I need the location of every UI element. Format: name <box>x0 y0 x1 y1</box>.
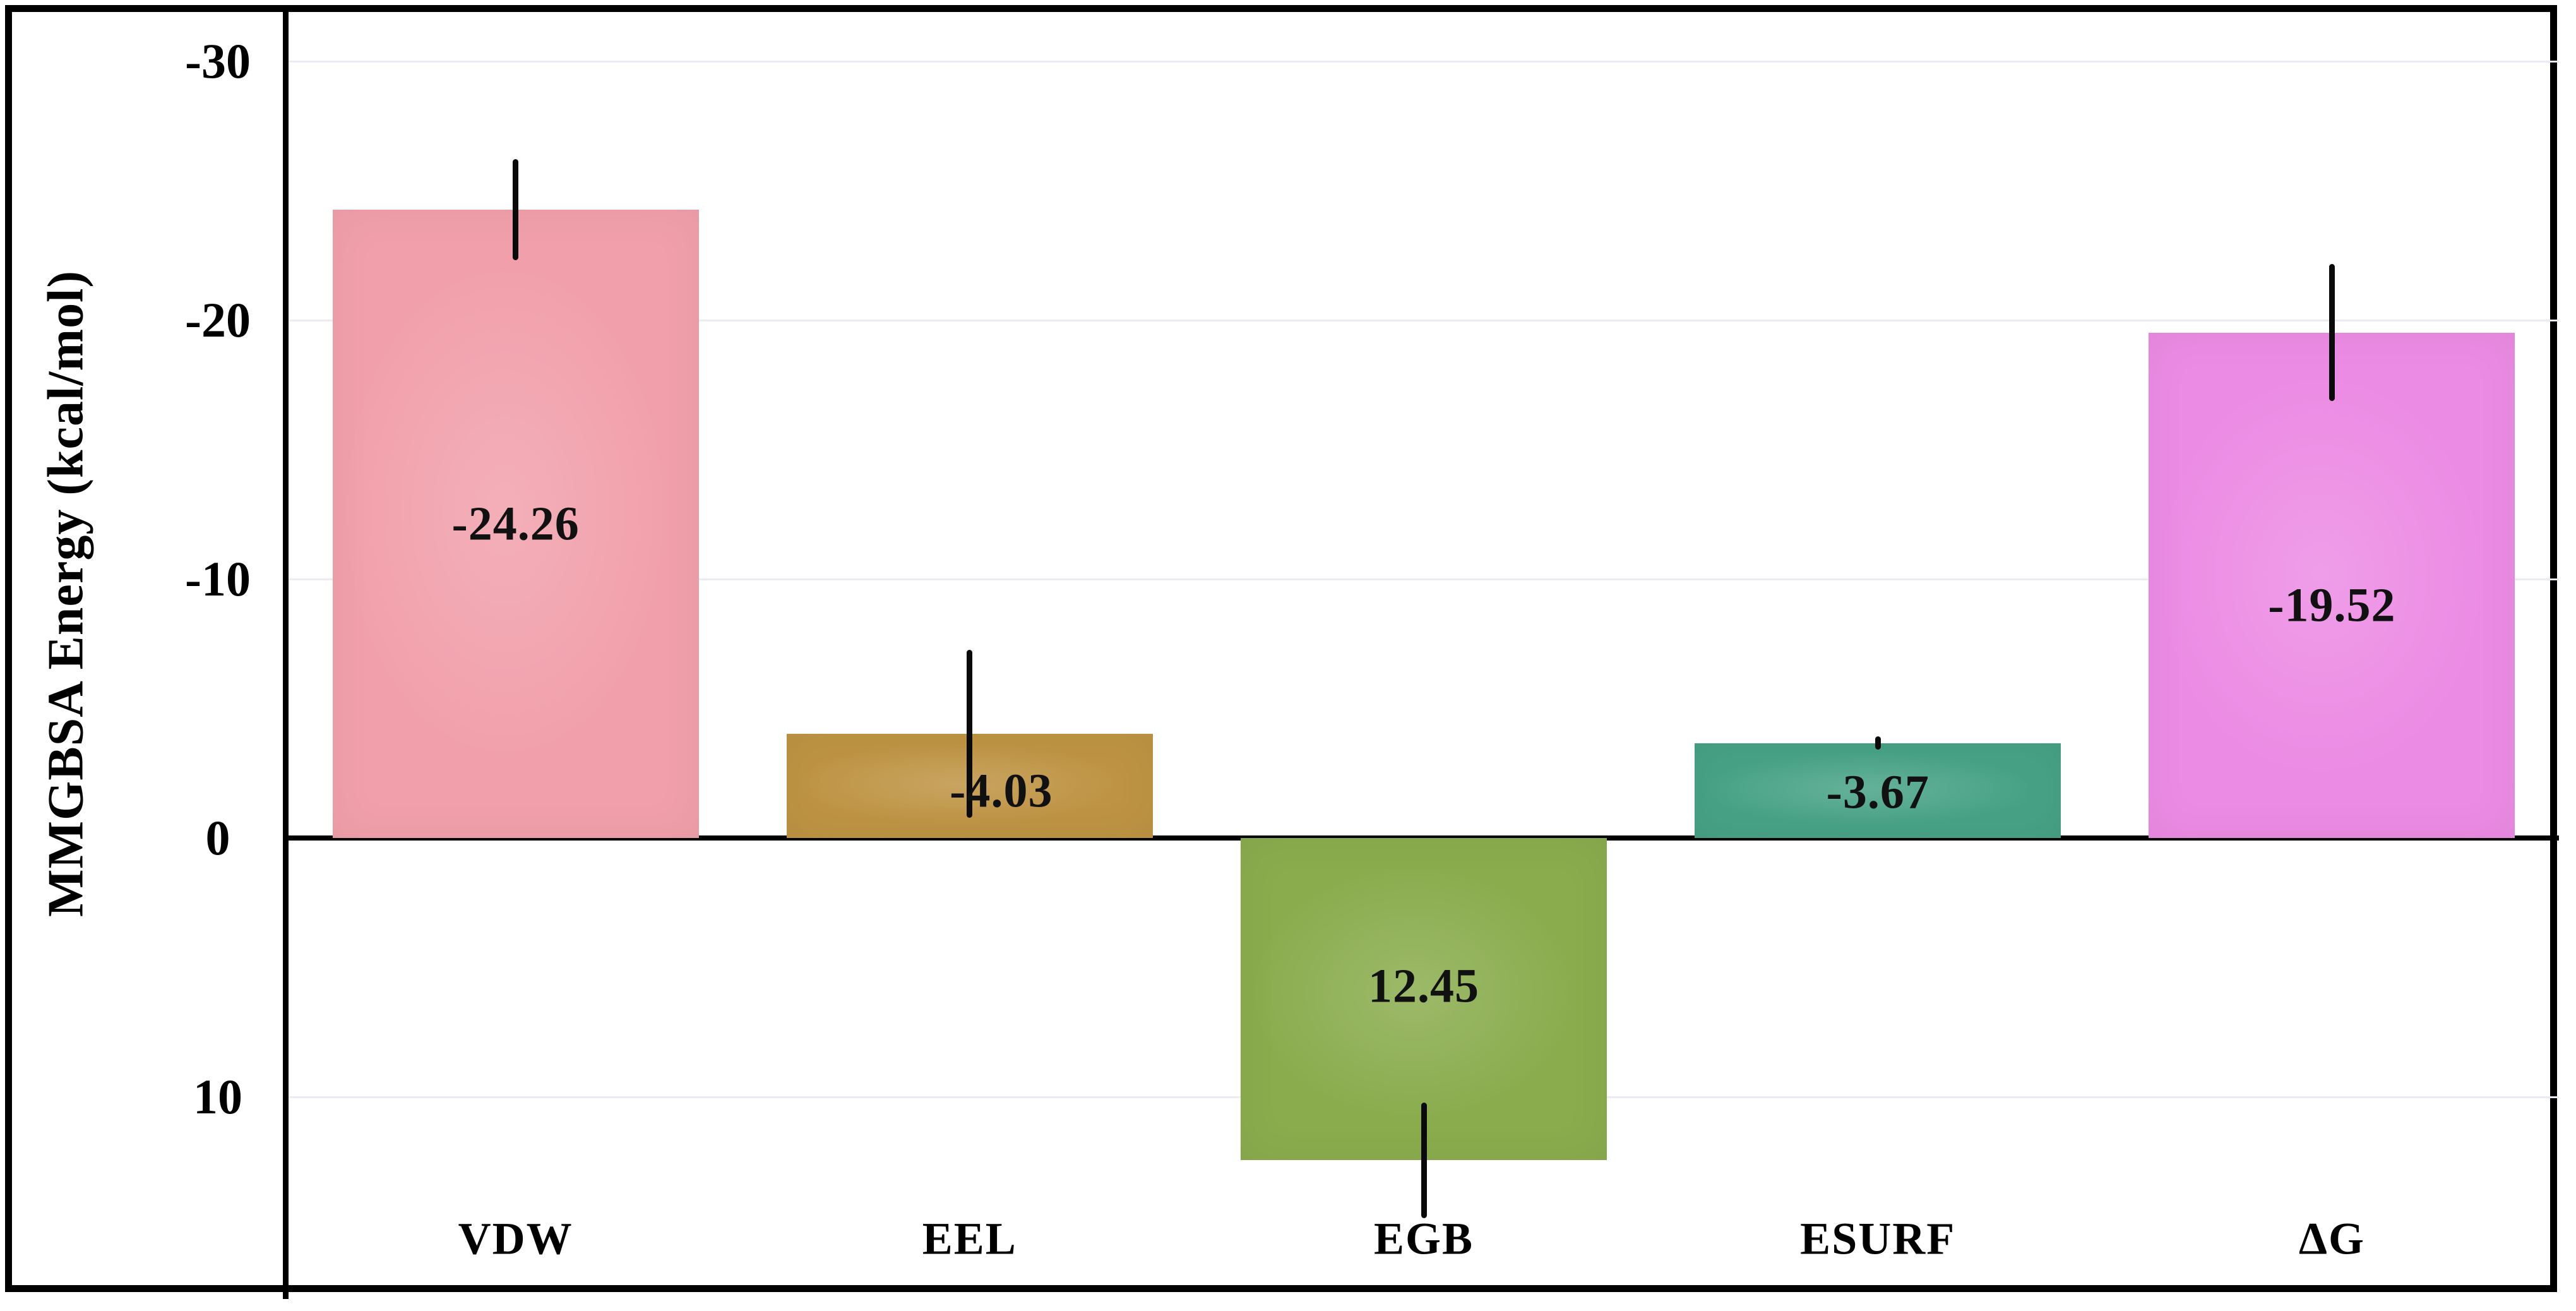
y-tick-label: -10 <box>185 551 251 606</box>
error-bar-eel <box>967 649 973 818</box>
bar-value-label-vdw: -24.26 <box>451 497 580 551</box>
bar-vdw <box>332 210 699 838</box>
gridline <box>289 320 2559 321</box>
error-bar-egb <box>1421 1103 1427 1218</box>
bar-egb <box>1241 838 1607 1161</box>
error-bar-delta-g <box>2329 264 2335 402</box>
y-tick-label: -30 <box>185 33 251 88</box>
error-bar-esurf <box>1875 736 1881 750</box>
bar-delta-g <box>2149 332 2515 838</box>
y-tick-label: 0 <box>205 810 230 865</box>
bar-gradient-sheen <box>332 210 699 838</box>
gridline <box>289 61 2559 63</box>
bar-value-label-esurf: -3.67 <box>1826 765 1929 819</box>
x-category-label-esurf: ESURF <box>1800 1213 1956 1264</box>
y-axis-spine <box>283 12 289 1299</box>
error-bar-vdw <box>513 159 519 261</box>
x-category-label-egb: EGB <box>1373 1213 1474 1264</box>
bar-esurf <box>1695 743 2061 838</box>
y-tick-label: -20 <box>185 292 251 347</box>
bar-value-label-delta-g: -19.52 <box>2268 578 2396 632</box>
x-category-label-eel: EEL <box>922 1213 1017 1264</box>
bar-gradient-sheen <box>1695 743 2061 838</box>
x-category-label-delta-g: ΔG <box>2298 1213 2365 1264</box>
bar-value-label-eel: -4.03 <box>950 764 1053 818</box>
gridline <box>289 578 2559 580</box>
bar-gradient-sheen <box>2149 332 2515 838</box>
y-tick-label: 10 <box>193 1069 242 1124</box>
bar-value-label-egb: 12.45 <box>1368 959 1479 1013</box>
x-category-label-vdw: VDW <box>458 1213 573 1264</box>
